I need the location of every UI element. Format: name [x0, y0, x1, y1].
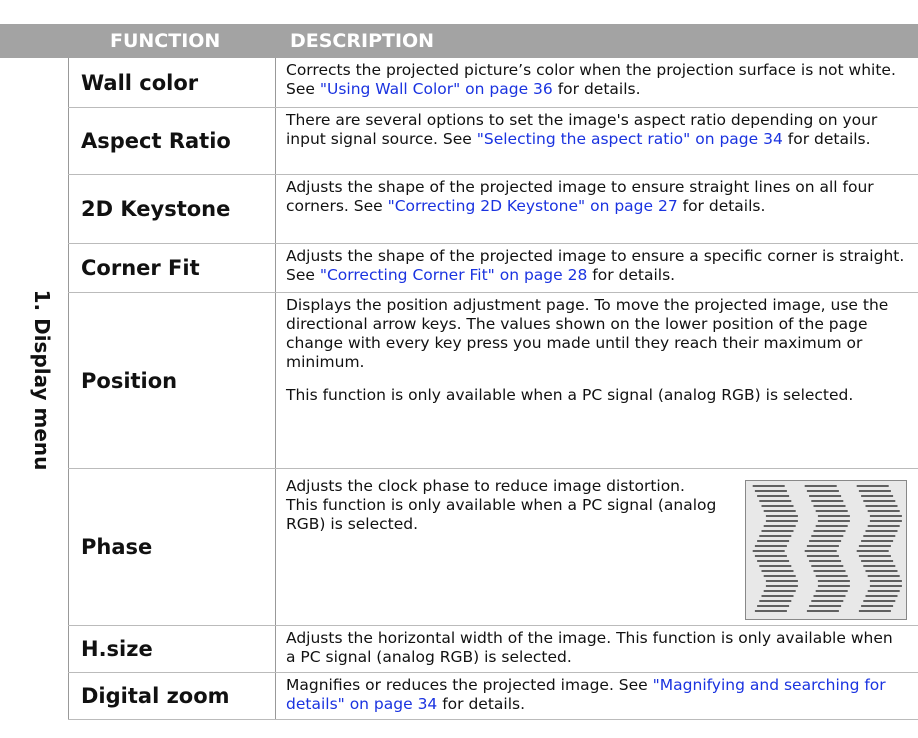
- text: This function is only available when a P…: [286, 496, 717, 533]
- function-name: Phase: [68, 469, 276, 625]
- text: Adjusts the horizontal width of the imag…: [286, 629, 893, 666]
- paragraph: This function is only available when a P…: [286, 496, 728, 534]
- paragraph: There are several options to set the ima…: [286, 111, 906, 149]
- text: for details.: [552, 80, 641, 98]
- description: Adjusts the shape of the projected image…: [276, 175, 918, 243]
- header-description: DESCRIPTION: [290, 30, 435, 52]
- text: Magnifies or reduces the projected image…: [286, 676, 653, 694]
- table-row: Corner Fit Adjusts the shape of the proje…: [68, 244, 918, 293]
- table: Wall color Corrects the projected picture…: [68, 58, 918, 720]
- table-header: FUNCTION DESCRIPTION: [0, 24, 918, 58]
- text: Displays the position adjustment page. T…: [286, 296, 889, 371]
- function-name: Aspect Ratio: [68, 108, 276, 174]
- link: "Selecting the aspect ratio" on page 34: [476, 130, 783, 148]
- table-row: 2D Keystone Adjusts the shape of the proj…: [68, 175, 918, 244]
- paragraph: Corrects the projected picture’s color w…: [286, 61, 906, 99]
- text: This function is only available when a P…: [286, 386, 854, 404]
- table-row: Wall color Corrects the projected picture…: [68, 58, 918, 108]
- paragraph: This function is only available when a P…: [286, 386, 906, 405]
- paragraph: Adjusts the horizontal width of the imag…: [286, 629, 906, 667]
- description: Displays the position adjustment page. T…: [276, 293, 918, 468]
- paragraph: Adjusts the clock phase to reduce image …: [286, 477, 728, 496]
- table-row: H.size Adjusts the horizontal width of th…: [68, 626, 918, 673]
- table-row: Digital zoom Magnifies or reduces the pro…: [68, 673, 918, 720]
- description: There are several options to set the ima…: [276, 108, 918, 174]
- text: for details.: [437, 695, 526, 713]
- text: for details.: [782, 130, 871, 148]
- table-row: Aspect Ratio There are several options to…: [68, 108, 918, 175]
- description: Corrects the projected picture’s color w…: [276, 58, 918, 107]
- description: Magnifies or reduces the projected image…: [276, 673, 918, 719]
- function-name: Wall color: [68, 58, 276, 107]
- paragraph: Adjusts the shape of the projected image…: [286, 178, 906, 216]
- function-name: Corner Fit: [68, 244, 276, 292]
- text: Adjusts the shape of the projected image…: [286, 178, 874, 215]
- paragraph: Adjusts the shape of the projected image…: [286, 247, 906, 285]
- description: Adjusts the shape of the projected image…: [276, 244, 918, 292]
- header-function: FUNCTION: [110, 30, 221, 52]
- paragraph: Magnifies or reduces the projected image…: [286, 676, 906, 714]
- link: "Correcting Corner Fit" on page 28: [319, 266, 588, 284]
- description: Adjusts the horizontal width of the imag…: [276, 626, 918, 672]
- link: "Using Wall Color" on page 36: [319, 80, 553, 98]
- paragraph: Displays the position adjustment page. T…: [286, 296, 906, 372]
- description: Adjusts the clock phase to reduce image …: [276, 469, 918, 625]
- section-label: 1. Display menu: [30, 289, 54, 471]
- table-row: Position Displays the position adjustment…: [68, 293, 918, 469]
- function-name: Position: [68, 293, 276, 468]
- link: "Magnifying and searching for details" o…: [286, 676, 886, 713]
- function-name: H.size: [68, 626, 276, 672]
- link: "Correcting 2D Keystone" on page 27: [387, 197, 678, 215]
- text: for details.: [587, 266, 676, 284]
- phase-illustration: [745, 480, 907, 620]
- text: for details.: [677, 197, 766, 215]
- text: There are several options to set the ima…: [286, 111, 878, 148]
- text: Adjusts the clock phase to reduce image …: [286, 477, 685, 495]
- text: Corrects the projected picture’s color w…: [286, 61, 896, 98]
- function-name: 2D Keystone: [68, 175, 276, 243]
- table-row: Phase Adjusts the clock phase to reduce i…: [68, 469, 918, 626]
- text: Adjusts the shape of the projected image…: [286, 247, 905, 284]
- function-name: Digital zoom: [68, 673, 276, 719]
